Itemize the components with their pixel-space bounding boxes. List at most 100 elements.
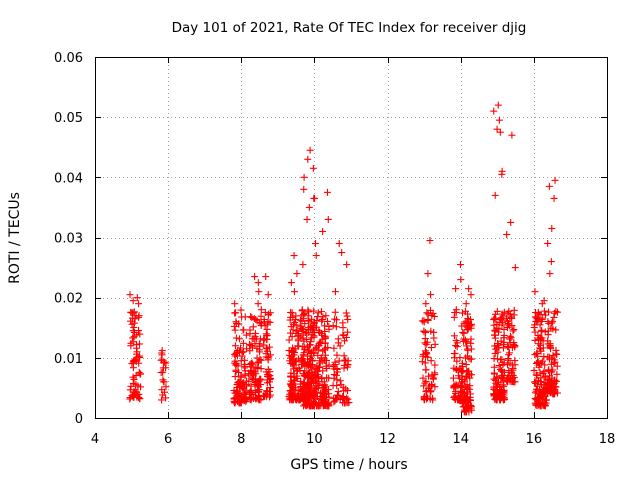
y-tick-label: 0 bbox=[75, 412, 83, 427]
y-axis-label: ROTI / TECUs bbox=[7, 192, 23, 284]
axis-ticks: 4 6 8 10 12 14 16 18 0 0.01 0.02 0.03 0.04 0.05 0.06 bbox=[54, 51, 615, 447]
data-point bbox=[428, 371, 436, 379]
data-point bbox=[493, 125, 501, 133]
data-point bbox=[293, 270, 301, 278]
data-point bbox=[457, 276, 465, 284]
data-point bbox=[461, 396, 469, 404]
data-point bbox=[295, 342, 303, 350]
data-point bbox=[239, 326, 247, 334]
x-tick-label: 4 bbox=[91, 432, 99, 447]
data-point bbox=[320, 346, 328, 354]
x-tick-label: 18 bbox=[599, 432, 616, 447]
data-point bbox=[422, 366, 430, 374]
data-point bbox=[255, 396, 263, 404]
data-point bbox=[131, 386, 139, 394]
data-point bbox=[540, 352, 548, 360]
data-point bbox=[496, 390, 504, 398]
data-point bbox=[289, 321, 297, 329]
data-point bbox=[306, 146, 314, 154]
data-point bbox=[242, 398, 250, 406]
data-point bbox=[289, 379, 297, 387]
data-point bbox=[129, 392, 137, 400]
data-point bbox=[247, 342, 255, 350]
data-point bbox=[534, 395, 542, 403]
data-point bbox=[495, 362, 503, 370]
data-point bbox=[496, 128, 504, 136]
data-point bbox=[507, 334, 515, 342]
data-point bbox=[287, 313, 295, 321]
data-point bbox=[549, 351, 557, 359]
data-point bbox=[231, 326, 239, 334]
data-point bbox=[340, 364, 348, 372]
data-point bbox=[302, 372, 310, 380]
data-point bbox=[128, 309, 136, 317]
data-point bbox=[230, 394, 238, 402]
data-point bbox=[505, 349, 513, 357]
data-point bbox=[231, 398, 239, 406]
data-point bbox=[504, 361, 512, 369]
data-point bbox=[318, 317, 326, 325]
data-point bbox=[421, 335, 429, 343]
data-point bbox=[336, 377, 344, 385]
data-point bbox=[490, 355, 498, 363]
data-point bbox=[257, 375, 265, 383]
data-point bbox=[536, 321, 544, 329]
data-point bbox=[550, 313, 558, 321]
data-point bbox=[135, 359, 143, 367]
data-point bbox=[426, 237, 434, 245]
data-point bbox=[303, 379, 311, 387]
data-point bbox=[129, 373, 137, 381]
data-point bbox=[254, 300, 262, 308]
data-point bbox=[251, 329, 259, 337]
data-point bbox=[536, 385, 544, 393]
x-tick-label: 10 bbox=[306, 432, 323, 447]
data-point bbox=[427, 291, 435, 299]
data-point bbox=[458, 359, 466, 367]
data-point bbox=[462, 406, 470, 414]
data-point bbox=[342, 385, 350, 393]
data-point bbox=[335, 240, 343, 248]
data-point bbox=[430, 334, 438, 342]
data-point bbox=[234, 346, 242, 354]
data-point bbox=[465, 285, 473, 293]
data-point bbox=[491, 314, 499, 322]
data-point bbox=[429, 375, 437, 383]
data-point bbox=[308, 334, 316, 342]
data-point bbox=[300, 185, 308, 193]
data-point bbox=[313, 362, 321, 370]
data-point bbox=[238, 352, 246, 360]
data-point bbox=[532, 378, 540, 386]
data-point bbox=[544, 240, 552, 248]
data-point bbox=[261, 322, 269, 330]
data-point bbox=[323, 374, 331, 382]
y-tick-label: 0.06 bbox=[54, 51, 83, 66]
data-point bbox=[456, 261, 464, 269]
data-point bbox=[293, 327, 301, 335]
data-point bbox=[500, 331, 508, 339]
data-point bbox=[231, 300, 239, 308]
data-point bbox=[299, 261, 307, 269]
data-point bbox=[303, 215, 311, 223]
data-point bbox=[234, 379, 242, 387]
data-point bbox=[546, 270, 554, 278]
data-point bbox=[551, 358, 559, 366]
data-point bbox=[530, 324, 538, 332]
data-point bbox=[339, 331, 347, 339]
data-point bbox=[264, 291, 272, 299]
data-point bbox=[266, 378, 274, 386]
data-point bbox=[547, 368, 555, 376]
data-point bbox=[465, 401, 473, 409]
data-point bbox=[245, 390, 253, 398]
data-point bbox=[302, 328, 310, 336]
data-point bbox=[545, 380, 553, 388]
data-point bbox=[310, 307, 318, 315]
data-point bbox=[490, 391, 498, 399]
x-tick-label: 16 bbox=[526, 432, 543, 447]
data-point bbox=[427, 357, 435, 365]
data-point bbox=[331, 315, 339, 323]
data-point bbox=[246, 396, 254, 404]
data-point bbox=[253, 344, 261, 352]
data-point bbox=[162, 394, 170, 402]
data-point bbox=[548, 224, 556, 232]
